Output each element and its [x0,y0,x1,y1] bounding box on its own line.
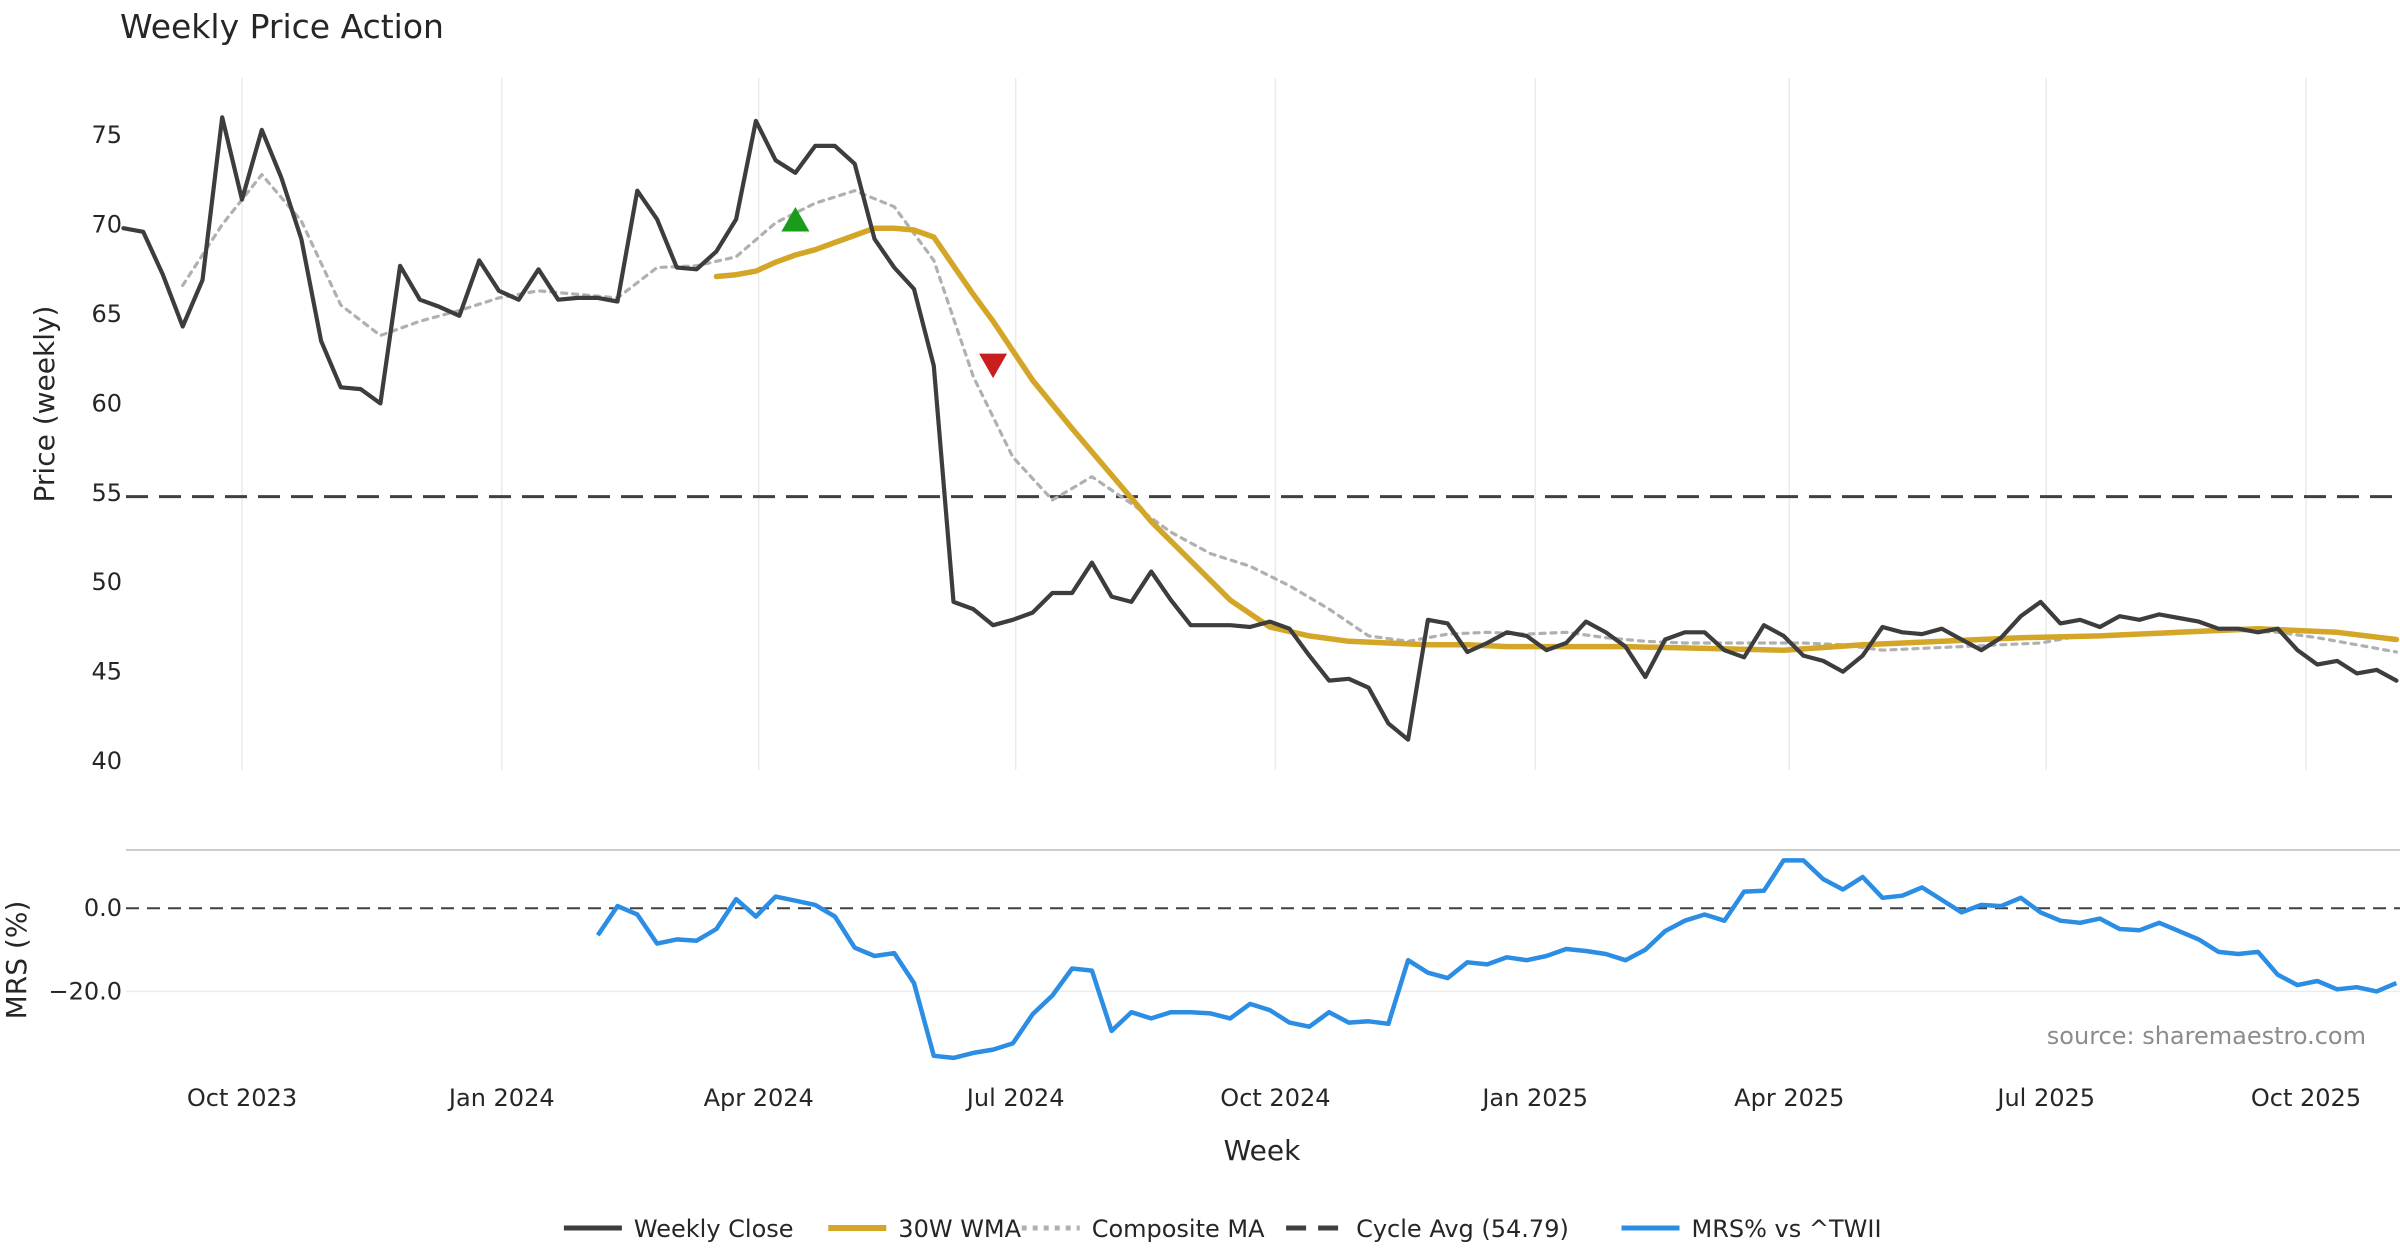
x-tick-8: Oct 2025 [2251,1084,2361,1112]
series-mrs-vs-twii [595,858,2398,1061]
x-axis-ticks: Oct 2023 Jan 2024 Apr 2024 Jul 2024 Oct 2024… [187,1084,2361,1112]
price-tick-40: 40 [91,747,122,775]
mrs-y-ticks: 0.0 −20.0 [48,894,122,1005]
legend-item-composite-ma: Composite MA [1021,1215,1265,1243]
price-tick-70: 70 [91,211,122,239]
mrs-tick-0: 0.0 [84,894,122,922]
x-tick-1: Jan 2024 [447,1084,555,1112]
series-30w-wma [713,225,2400,653]
price-tick-50: 50 [91,568,122,596]
x-tick-2: Apr 2024 [704,1084,814,1112]
x-axis-label: Week [1224,1134,1301,1167]
series-weekly-close [121,115,2399,742]
x-tick-4: Oct 2024 [1220,1084,1330,1112]
price-tick-75: 75 [91,121,122,149]
legend-label: 30W WMA [898,1215,1021,1243]
signal-markers [781,207,1008,379]
price-tick-55: 55 [91,479,122,507]
legend-item-weekly-close: Weekly Close [563,1215,794,1243]
price-tick-65: 65 [91,300,122,328]
legend-item-cycle-avg-54-79-: Cycle Avg (54.79) [1286,1215,1569,1243]
x-tick-7: Jul 2025 [1995,1084,2095,1112]
price-tick-45: 45 [91,658,122,686]
x-tick-0: Oct 2023 [187,1084,297,1112]
legend-item-mrs-vs-twii: MRS% vs ^TWII [1621,1215,1882,1243]
legend-label: MRS% vs ^TWII [1692,1215,1882,1243]
x-tick-5: Jan 2025 [1480,1084,1588,1112]
buy-signal-marker [781,207,810,232]
x-tick-3: Jul 2024 [965,1084,1065,1112]
mrs-tick-1: −20.0 [48,977,122,1005]
mrs-y-axis-label: MRS (%) [0,901,33,1020]
price-y-axis-label: Price (weekly) [28,306,61,503]
sell-signal-marker [979,353,1008,379]
legend-label: Composite MA [1092,1215,1265,1243]
source-attribution: source: sharemaestro.com [2047,1022,2366,1050]
price-series [121,115,2400,742]
chart-title: Weekly Price Action [120,7,444,46]
price-y-ticks: 40 45 50 55 60 65 70 75 [91,121,122,775]
legend: Weekly Close 30W WMA Composite MA Cycle Avg… [563,1215,1882,1243]
price-tick-60: 60 [91,389,122,417]
legend-label: Weekly Close [634,1215,794,1243]
legend-item-30w-wma: 30W WMA [828,1215,1022,1243]
price-gridlines [241,78,2307,770]
legend-label: Cycle Avg (54.79) [1356,1215,1569,1243]
mrs-series [595,858,2398,1061]
x-tick-6: Apr 2025 [1734,1084,1844,1112]
